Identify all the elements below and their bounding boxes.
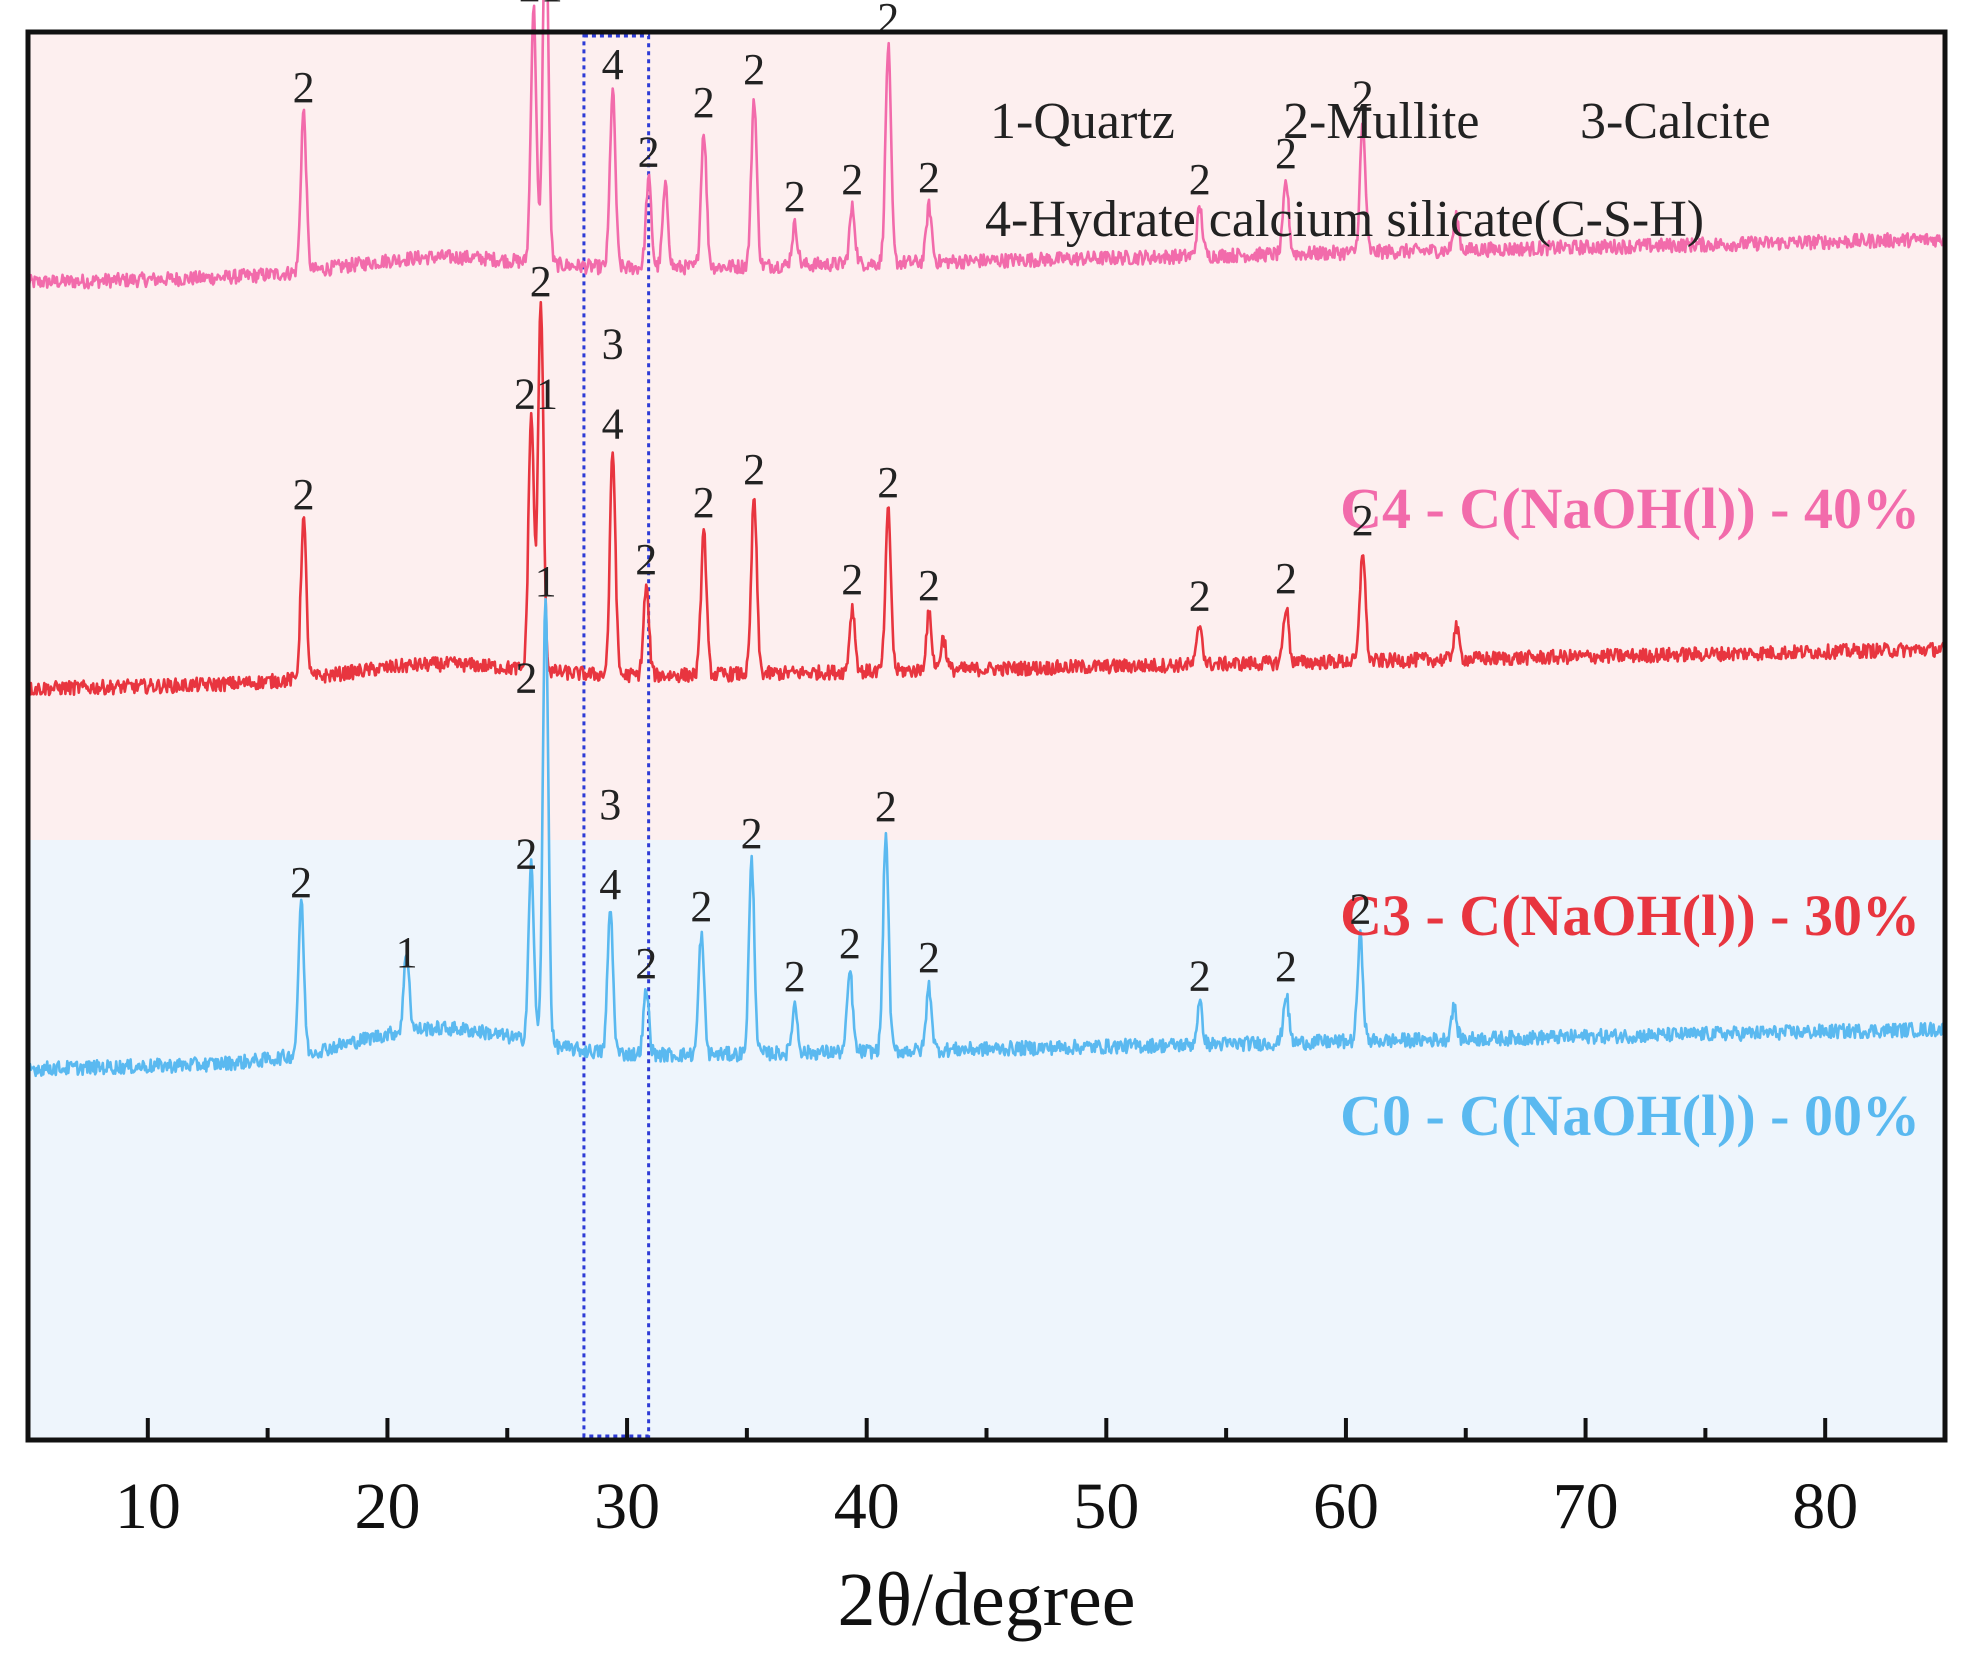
x-tick-label: 60 bbox=[1313, 1470, 1379, 1543]
x-tick-label: 40 bbox=[834, 1470, 900, 1543]
peak-label: 2 bbox=[1189, 572, 1211, 621]
highlight-region-box bbox=[582, 34, 651, 1438]
peak-label: 2 bbox=[693, 78, 715, 127]
peak-label: 2 bbox=[841, 555, 863, 604]
peak-label: 21 bbox=[514, 369, 558, 418]
x-tick-label: 10 bbox=[115, 1470, 181, 1543]
peak-label: 2 bbox=[1189, 952, 1211, 1001]
peak-label-layer: 2221432222222222C4 - C(NaOH(l)) - 40%222… bbox=[290, 0, 1920, 1148]
peak-label: 2 bbox=[918, 153, 940, 202]
peak-label: 2 bbox=[743, 45, 765, 94]
series-name-label: C0 - C(NaOH(l)) - 00% bbox=[1340, 1083, 1920, 1148]
background-layer bbox=[28, 32, 1945, 1440]
x-tick-label: 20 bbox=[354, 1470, 420, 1543]
peak-label: 2 bbox=[1352, 71, 1374, 120]
series-layer bbox=[26, 0, 1947, 1078]
peak-label: 2 bbox=[638, 127, 660, 176]
peak-label: 2 bbox=[1275, 942, 1297, 991]
peak-label: 2 bbox=[784, 952, 806, 1001]
series-line-3 bbox=[26, 597, 1947, 1078]
x-tick-label: 80 bbox=[1792, 1470, 1858, 1543]
peak-label: 2 bbox=[877, 0, 899, 43]
series-line-2 bbox=[27, 300, 1947, 697]
peak-label: 2 bbox=[635, 535, 657, 584]
peak-label: 4 bbox=[602, 400, 624, 449]
peak-label: 2 bbox=[1275, 554, 1297, 603]
peak-label: 2 bbox=[918, 933, 940, 982]
peak-label: 2 bbox=[690, 882, 712, 931]
peak-label: 2 bbox=[877, 458, 899, 507]
peak-label: 2 bbox=[841, 155, 863, 204]
peak-label: 2 bbox=[918, 561, 940, 610]
peak-label: 2 bbox=[1275, 129, 1297, 178]
series-line-1 bbox=[26, 0, 1947, 290]
background-zone-1 bbox=[28, 32, 1945, 840]
legend: 1-Quartz 2-Mullite 3-Calcite 4-Hydrate c… bbox=[985, 93, 1771, 248]
peak-label: 1 bbox=[535, 557, 557, 606]
peak-label: 2 bbox=[1189, 155, 1211, 204]
peak-label: 2 bbox=[1349, 884, 1371, 933]
peak-label: 2 bbox=[743, 445, 765, 494]
x-tick-label: 50 bbox=[1073, 1470, 1139, 1543]
peak-label: 2 bbox=[1352, 496, 1374, 545]
peak-label: 2 bbox=[530, 257, 552, 306]
peak-label: 2 bbox=[784, 172, 806, 221]
x-tick-label: 70 bbox=[1553, 1470, 1619, 1543]
legend-entry-calcite: 3-Calcite bbox=[1580, 93, 1771, 150]
peak-label: 2 bbox=[293, 470, 315, 519]
series-name-label: C3 - C(NaOH(l)) - 30% bbox=[1340, 883, 1920, 948]
peak-label: 1 bbox=[396, 928, 418, 977]
peak-label: 2 bbox=[839, 919, 861, 968]
peak-label: 2 bbox=[290, 858, 312, 907]
axis-layer: 10 20 30 40 50 60 70 80 bbox=[25, 29, 1948, 1543]
peak-label: 4 bbox=[599, 860, 621, 909]
peak-label: 3 bbox=[599, 780, 621, 829]
x-tick-label: 30 bbox=[594, 1470, 660, 1543]
legend-entry-quartz: 1-Quartz bbox=[990, 93, 1175, 150]
peak-label: 4 bbox=[602, 40, 624, 89]
peak-label: 2 bbox=[875, 782, 897, 831]
peak-label: 3 bbox=[602, 320, 624, 369]
peak-label: 2 bbox=[515, 654, 537, 703]
peak-label: 3 bbox=[602, 0, 624, 9]
peak-label: 2 bbox=[515, 830, 537, 879]
legend-entry-mullite: 2-Mullite bbox=[1283, 93, 1479, 150]
background-zone-2 bbox=[28, 840, 1945, 1440]
series-name-label: C4 - C(NaOH(l)) - 40% bbox=[1340, 476, 1920, 541]
peak-label: 21 bbox=[519, 0, 563, 11]
peak-label: 2 bbox=[741, 809, 763, 858]
peak-label: 2 bbox=[693, 478, 715, 527]
x-axis-title: 2θ/degree bbox=[837, 1558, 1135, 1642]
peak-label: 2 bbox=[635, 939, 657, 988]
legend-entry-csh: 4-Hydrate calcium silicate(C-S-H) bbox=[985, 191, 1704, 248]
peak-label: 2 bbox=[293, 63, 315, 112]
